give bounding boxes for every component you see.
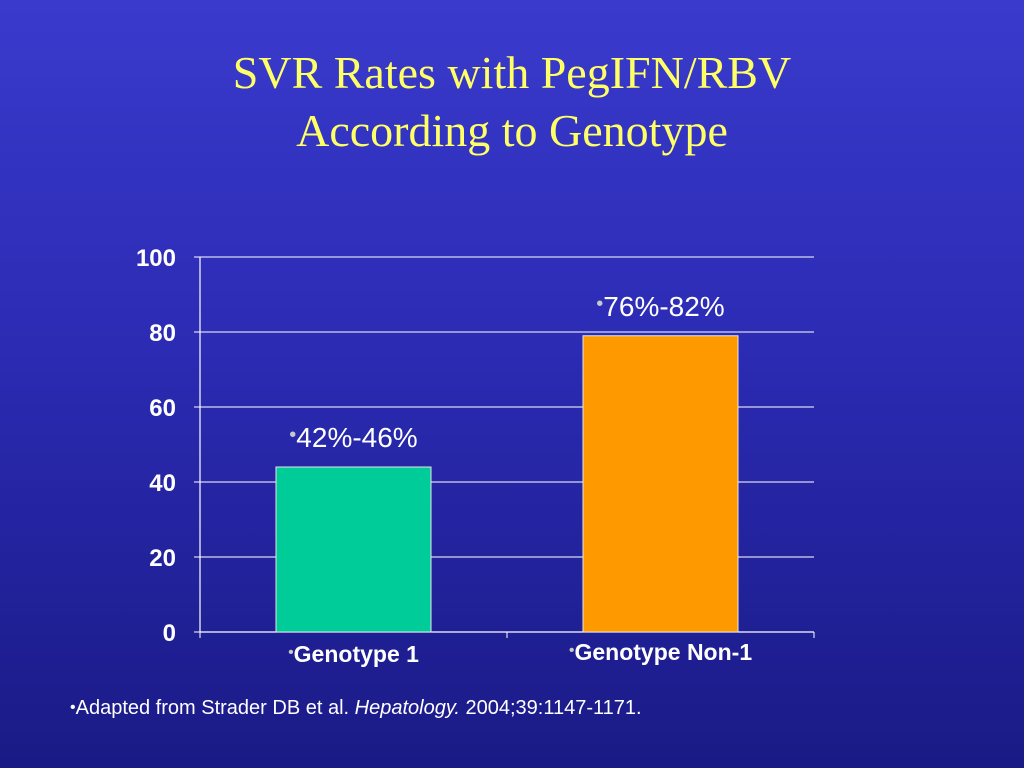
citation-journal: Hepatology. [354,697,460,719]
citation: •Adapted from Strader DB et al. Hepatolo… [70,697,642,720]
citation-prefix: Adapted from Strader DB et al. [75,697,355,719]
y-tick-label-100: 100 [136,245,176,272]
data-label-1: •42%-46% [289,422,417,453]
bar-1 [275,466,432,633]
y-tick-label-20: 20 [149,545,176,572]
y-tick-label-40: 40 [149,470,176,497]
y-tick-label-60: 60 [149,395,176,422]
category-label-1: •Genotype 1 [288,641,419,667]
data-label-2: •76%-82% [596,291,724,322]
citation-suffix: 2004;39:1147-1171. [459,697,642,719]
title-line-2: According to Genotype [296,105,728,156]
citation-bullet: • [70,699,76,716]
y-tick-label-80: 80 [149,320,176,347]
bar-chart: 0 20 40 60 80 100 •42%-46% •Genotype 1 •76%-82% •… [136,245,814,667]
slide-title: SVR Rates with PegIFN/RBV According to G… [0,44,1024,160]
title-line-1: SVR Rates with PegIFN/RBV [232,47,792,98]
bar-2 [582,335,739,633]
category-label-2: •Genotype Non-1 [569,639,752,665]
y-tick-label-0: 0 [163,620,176,647]
